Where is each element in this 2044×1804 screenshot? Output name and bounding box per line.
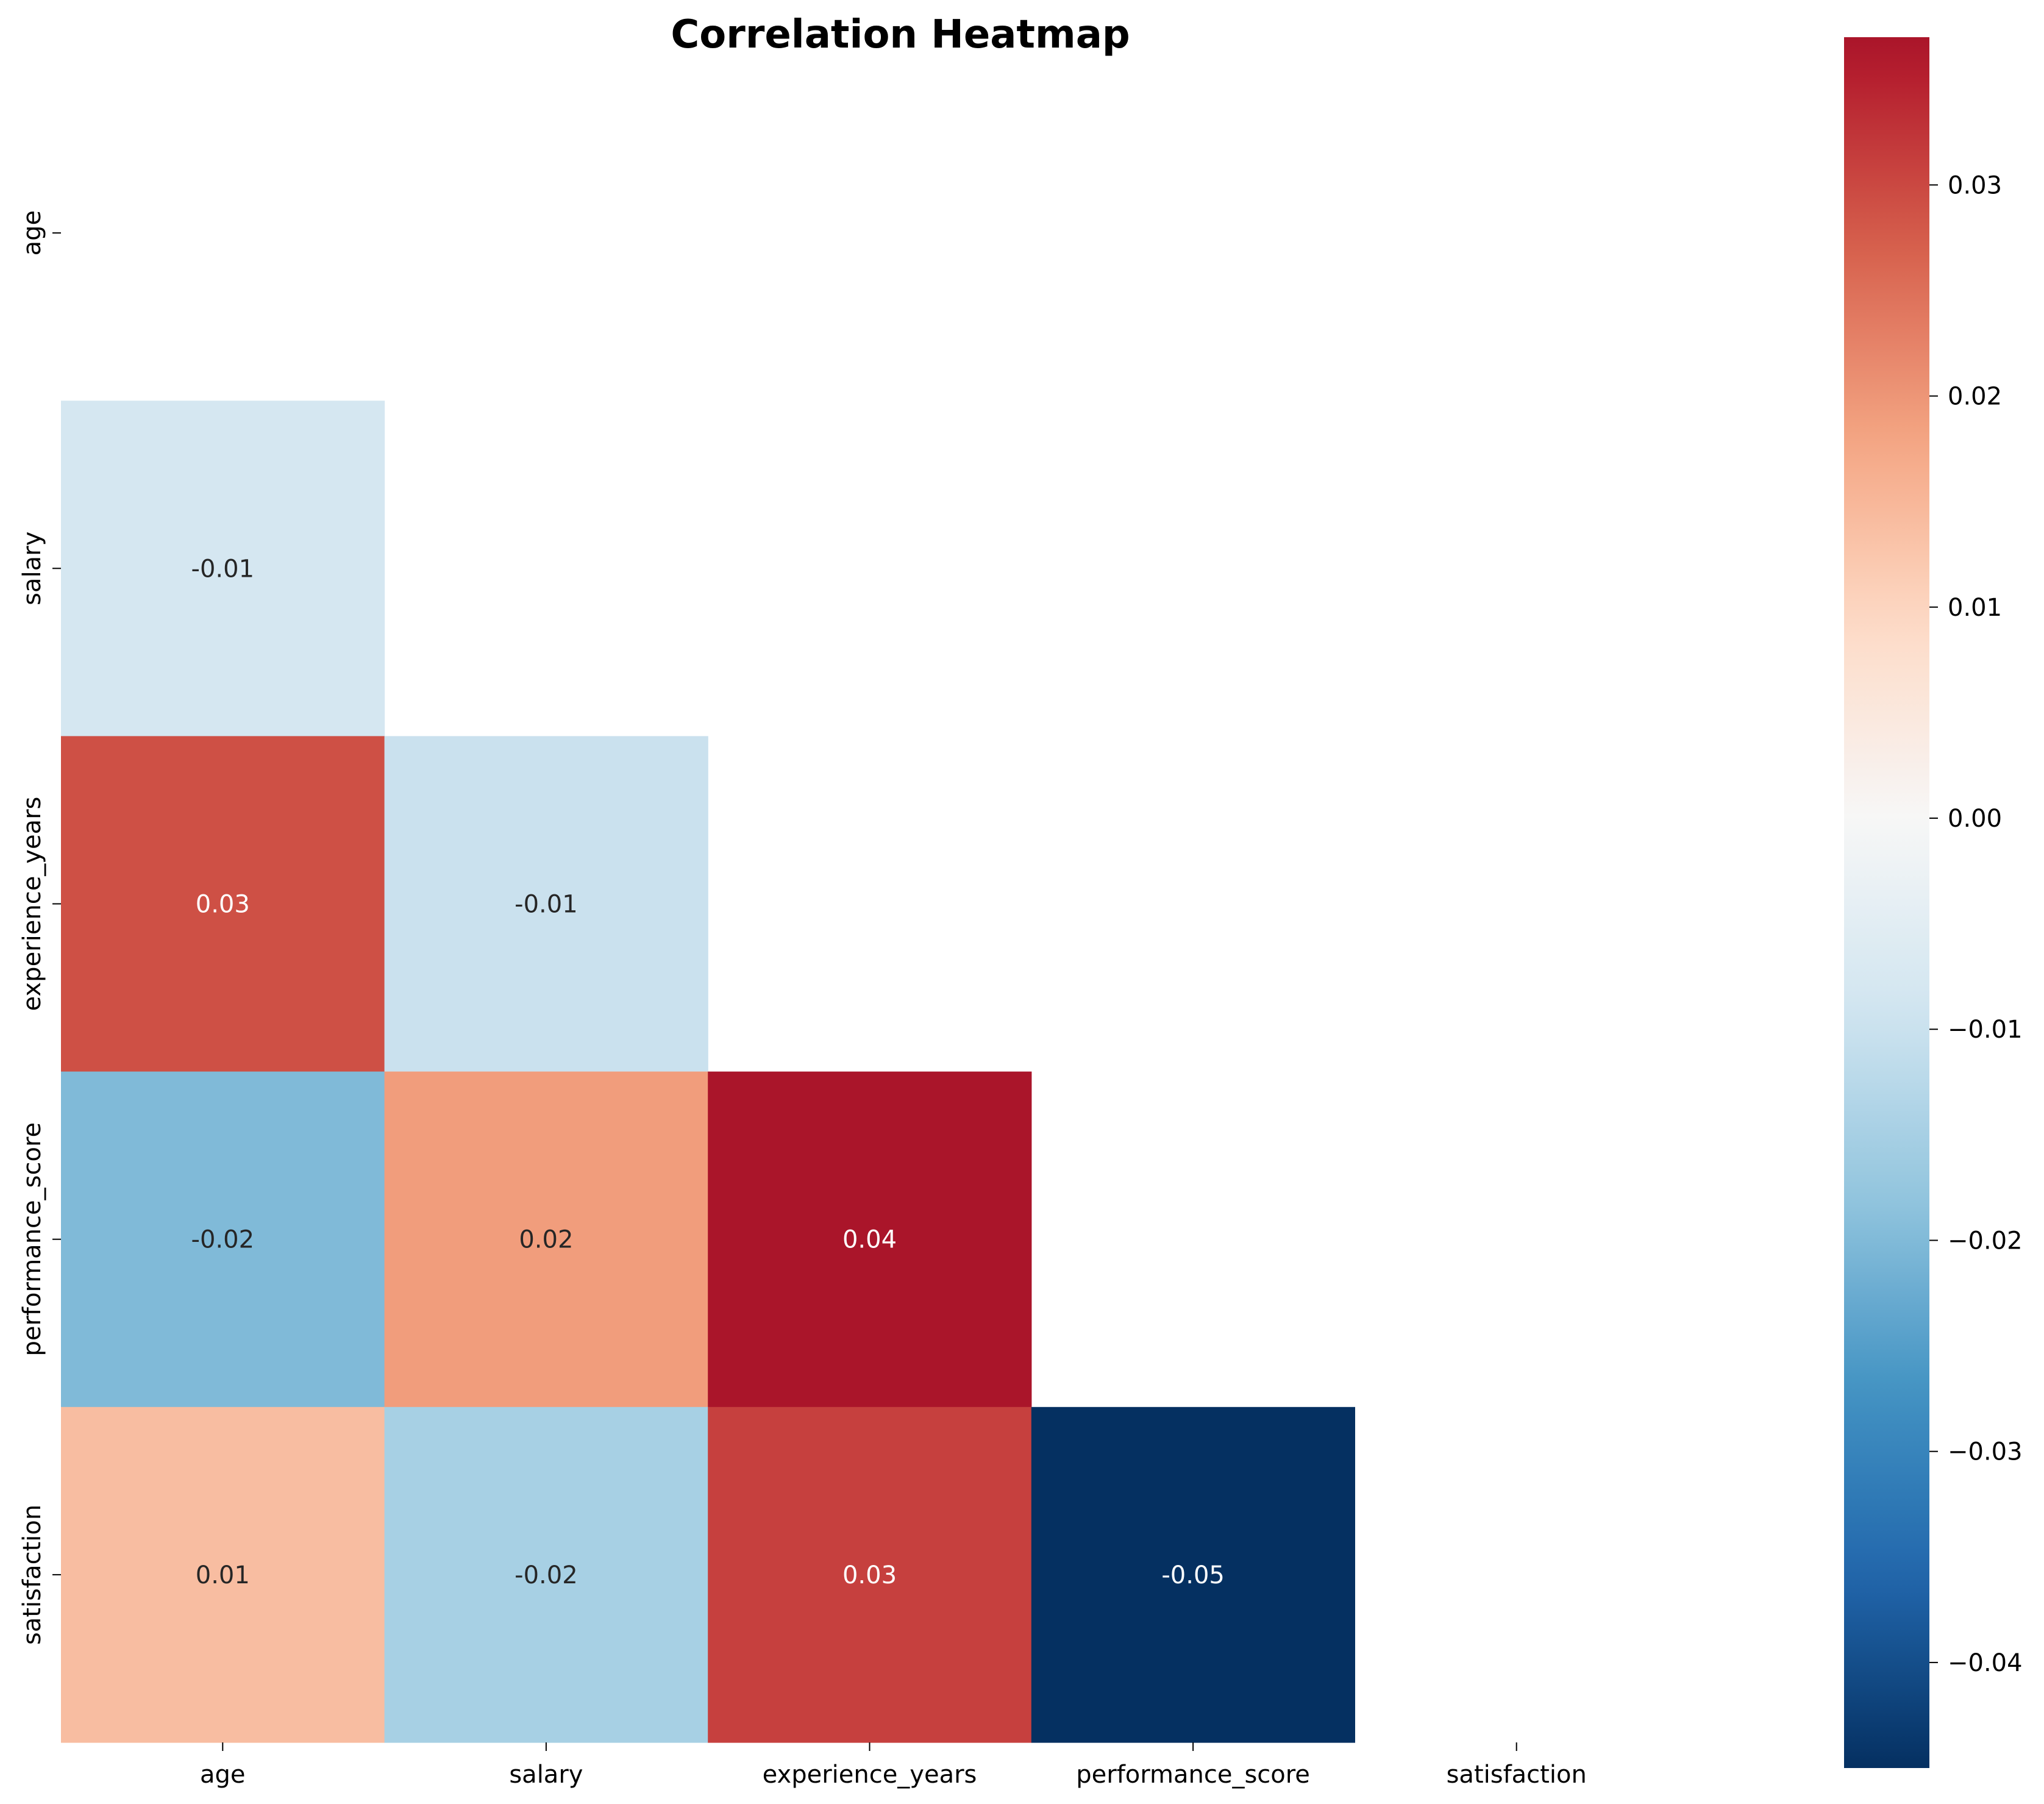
x-tick-label: age [200, 1761, 246, 1789]
chart-title: Correlation Heatmap [671, 12, 1130, 57]
colorbar-tick-label: 0.01 [1948, 594, 2002, 622]
cell-value-label: 0.03 [842, 1561, 897, 1589]
colorbar-tick-label: −0.03 [1948, 1438, 2023, 1466]
heatmap-cell [708, 1406, 1032, 1743]
y-tick-label: experience_years [18, 797, 46, 1011]
x-axis: age salary experience_years performance_sco… [200, 1742, 1587, 1789]
y-tick-label: performance_score [18, 1122, 46, 1357]
colorbar-tick-label: −0.01 [1948, 1016, 2023, 1044]
cell-value-label: -0.01 [191, 555, 255, 583]
heatmap-cell [384, 1071, 708, 1408]
colorbar: 0.03 0.02 0.01 0.00 −0.01 −0.02 −0.03 −0.04 [1844, 37, 2023, 1768]
heatmap-cell [708, 1071, 1032, 1408]
cell-value-label: 0.04 [842, 1226, 897, 1254]
cell-value-label: 0.02 [519, 1226, 573, 1254]
cell-value-label: -0.02 [515, 1561, 578, 1589]
y-tick-label: age [18, 210, 46, 256]
heatmap-cell [384, 736, 708, 1072]
heatmap-cell [61, 1071, 385, 1408]
y-tick-label: salary [18, 532, 46, 605]
x-tick-label: performance_score [1076, 1761, 1310, 1789]
colorbar-tick-label: 0.00 [1948, 805, 2002, 833]
colorbar-tick-label: −0.02 [1948, 1227, 2023, 1255]
colorbar-tick-label: 0.03 [1948, 171, 2002, 199]
y-axis: age salary experience_years performance_sco… [18, 210, 61, 1645]
cell-value-label: -0.05 [1161, 1561, 1225, 1589]
x-tick-label: salary [509, 1761, 583, 1789]
heatmap-cells: -0.01 0.03 -0.01 -0.02 0.02 0.04 0.01 -0.02 0.03… [61, 401, 1355, 1743]
colorbar-tick-label: 0.02 [1948, 383, 2002, 411]
x-tick-label: experience_years [763, 1761, 977, 1789]
heatmap-cell [61, 736, 385, 1072]
x-tick-label: satisfaction [1447, 1761, 1587, 1789]
heatmap-cell [1031, 1406, 1355, 1743]
heatmap-cell [61, 1406, 385, 1743]
heatmap-cell [61, 401, 385, 736]
y-tick-label: satisfaction [18, 1505, 46, 1645]
cell-value-label: -0.02 [191, 1226, 255, 1254]
heatmap-cell [384, 1406, 708, 1743]
colorbar-gradient [1844, 37, 1929, 1768]
cell-value-label: 0.01 [196, 1561, 250, 1589]
cell-value-label: 0.03 [196, 891, 250, 919]
colorbar-tick-label: −0.04 [1948, 1649, 2023, 1677]
cell-value-label: -0.01 [515, 891, 578, 919]
